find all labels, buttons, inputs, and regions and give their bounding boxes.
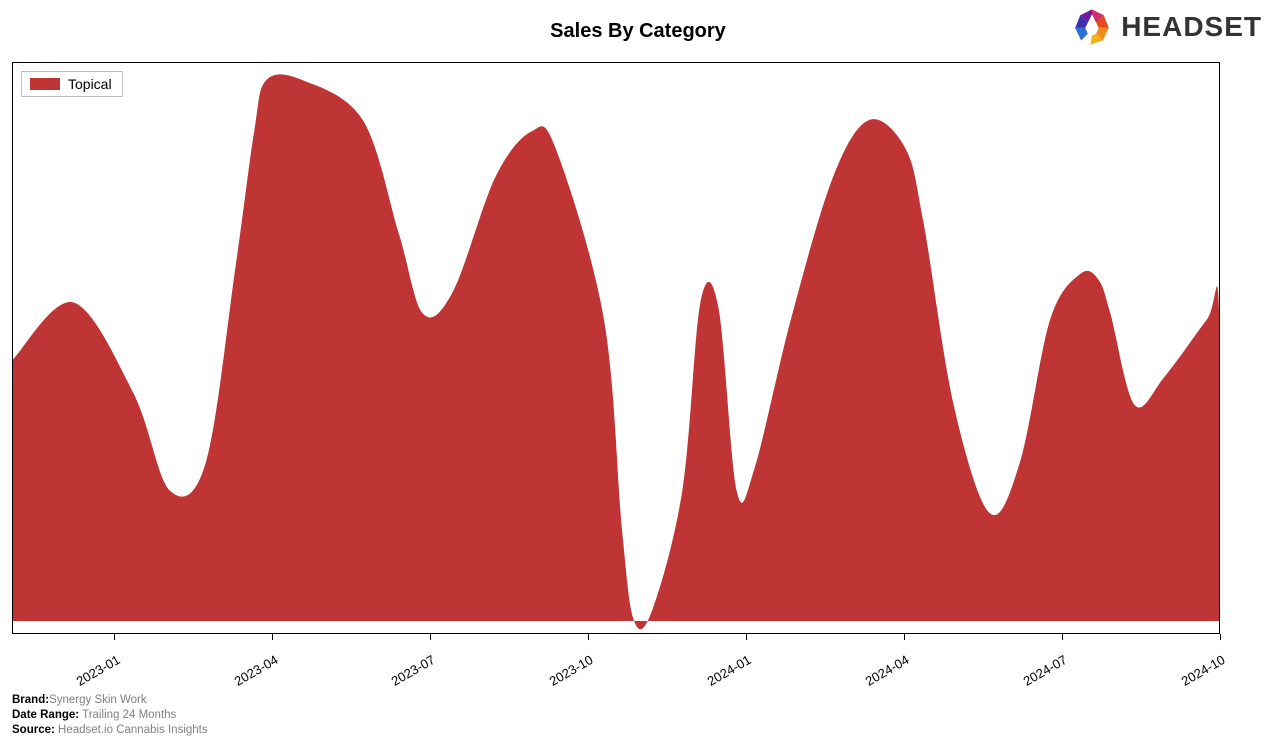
x-axis-tick-label: 2023-04 (231, 652, 280, 689)
chart-legend: Topical (21, 71, 123, 97)
legend-label-topical: Topical (68, 76, 112, 92)
meta-source-label: Source: (12, 724, 55, 736)
meta-brand-label: Brand: (12, 694, 49, 706)
x-axis-tick-label: 2024-07 (1021, 652, 1070, 689)
brand-logo-text: HEADSET (1121, 11, 1262, 43)
chart-metadata: Brand:Synergy Skin Work Date Range: Trai… (12, 693, 208, 738)
x-axis-tick-mark (1220, 634, 1221, 640)
x-axis-tick-label: 2023-01 (73, 652, 122, 689)
legend-swatch-topical (30, 78, 60, 90)
x-axis-tick-mark (272, 634, 273, 640)
meta-daterange-label: Date Range: (12, 709, 79, 721)
x-axis-tick-mark (746, 634, 747, 640)
chart-plot-area: Topical (12, 62, 1220, 634)
x-axis-tick-mark (114, 634, 115, 640)
x-axis-tick-label: 2023-10 (547, 652, 596, 689)
headset-icon (1071, 6, 1113, 48)
x-axis-tick-label: 2024-04 (863, 652, 912, 689)
area-series-topical (13, 74, 1219, 629)
x-axis-tick-label: 2023-07 (389, 652, 438, 689)
meta-brand-row: Brand:Synergy Skin Work (12, 693, 208, 708)
x-axis-tick-mark (904, 634, 905, 640)
x-axis-tick-mark (588, 634, 589, 640)
x-axis-tick-mark (430, 634, 431, 640)
meta-daterange-value: Trailing 24 Months (82, 709, 176, 721)
meta-daterange-row: Date Range: Trailing 24 Months (12, 708, 208, 723)
x-axis-tick-label: 2024-01 (705, 652, 754, 689)
meta-source-row: Source: Headset.io Cannabis Insights (12, 723, 208, 738)
brand-logo: HEADSET (1071, 6, 1262, 48)
x-axis-tick-label: 2024-10 (1179, 652, 1228, 689)
meta-source-value: Headset.io Cannabis Insights (58, 724, 208, 736)
meta-brand-value: Synergy Skin Work (49, 694, 147, 706)
x-axis-tick-mark (1062, 634, 1063, 640)
